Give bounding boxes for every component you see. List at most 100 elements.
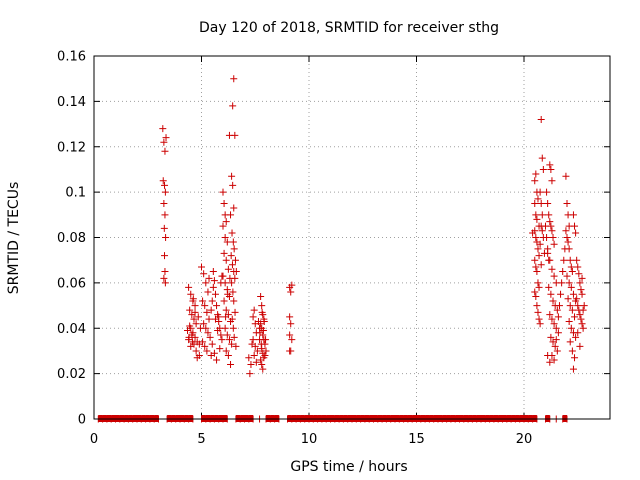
data-point: [222, 313, 230, 321]
data-point: [229, 181, 237, 189]
data-point: [567, 263, 575, 271]
data-point: [534, 195, 542, 203]
data-point: [577, 315, 585, 323]
data-point: [256, 329, 264, 337]
data-point: [536, 188, 544, 196]
data-point: [208, 340, 216, 348]
data-point: [567, 283, 575, 291]
data-point: [259, 365, 267, 373]
y-tick-label: 0.1: [65, 186, 86, 201]
data-point: [538, 227, 546, 235]
data-point: [546, 256, 554, 264]
x-tick-label: 5: [197, 432, 205, 447]
data-point: [224, 265, 232, 273]
data-point: [544, 245, 552, 253]
data-point: [536, 320, 544, 328]
data-point: [200, 270, 208, 278]
data-point: [253, 347, 261, 355]
data-point: [201, 342, 209, 350]
x-tick-label: 10: [301, 432, 318, 447]
data-point: [551, 342, 559, 350]
data-point: [553, 347, 561, 355]
data-point: [258, 302, 266, 310]
data-point: [550, 240, 558, 248]
data-point: [557, 290, 565, 298]
data-point: [202, 279, 210, 287]
y-tick-label: 0.12: [57, 140, 86, 155]
data-point: [162, 134, 170, 142]
y-tick-label: 0.14: [57, 95, 86, 110]
data-point: [230, 245, 238, 253]
data-point: [547, 165, 555, 173]
data-point: [186, 306, 194, 314]
data-point: [221, 279, 229, 287]
data-point: [232, 268, 240, 276]
data-point: [229, 238, 237, 246]
data-point: [533, 268, 541, 276]
data-point: [287, 288, 295, 296]
y-axis-ticks: 0 0.02 0.04 0.06 0.08 0.1 0.12 0.14 0.16: [57, 50, 610, 428]
data-point: [188, 338, 196, 346]
data-point: [159, 177, 167, 185]
data-point: [566, 256, 574, 264]
data-point: [572, 297, 580, 305]
data-point: [563, 272, 571, 280]
data-point: [210, 277, 218, 285]
data-point: [161, 211, 169, 219]
data-point: [161, 181, 169, 189]
data-point: [537, 199, 545, 207]
data-point: [579, 306, 587, 314]
data-point: [576, 279, 584, 287]
data-point: [216, 345, 224, 353]
data-point: [211, 290, 219, 298]
data-point: [534, 279, 542, 287]
data-point: [565, 279, 573, 287]
data-point: [257, 340, 265, 348]
data-point: [574, 302, 582, 310]
data-point: [221, 324, 229, 332]
data-point: [230, 204, 238, 212]
data-point: [550, 356, 558, 364]
data-point: [569, 211, 577, 219]
data-point: [231, 256, 239, 264]
y-axis-label: SRMTID / TECUs: [6, 182, 22, 295]
data-point: [548, 315, 556, 323]
data-point: [247, 361, 255, 369]
data-point: [187, 290, 195, 298]
data-point: [578, 274, 586, 282]
data-point: [159, 125, 167, 133]
data-point: [228, 340, 236, 348]
data-point: [161, 188, 169, 196]
data-point: [185, 283, 193, 291]
data-point: [160, 138, 168, 146]
data-point: [226, 274, 234, 282]
data-points: [94, 75, 588, 423]
data-point: [286, 347, 294, 355]
data-point: [249, 313, 257, 321]
data-point: [543, 188, 551, 196]
data-point: [547, 290, 555, 298]
data-point: [203, 347, 211, 355]
data-point: [256, 336, 264, 344]
data-point: [532, 292, 540, 300]
data-point: [194, 313, 202, 321]
data-point: [160, 224, 168, 232]
data-point: [533, 302, 541, 310]
data-point: [287, 320, 295, 328]
data-point: [531, 177, 539, 185]
plot-frame: [93, 55, 611, 420]
data-point: [562, 172, 570, 180]
data-point: [214, 327, 222, 335]
data-point: [576, 342, 584, 350]
data-point: [206, 333, 214, 341]
data-point: [286, 331, 294, 339]
data-point: [546, 311, 554, 319]
data-point: [531, 199, 539, 207]
data-point: [220, 249, 228, 257]
data-point: [546, 358, 554, 366]
data-point: [566, 338, 574, 346]
data-point: [550, 320, 558, 328]
data-point: [223, 238, 231, 246]
data-point: [544, 199, 552, 207]
data-point: [559, 268, 567, 276]
